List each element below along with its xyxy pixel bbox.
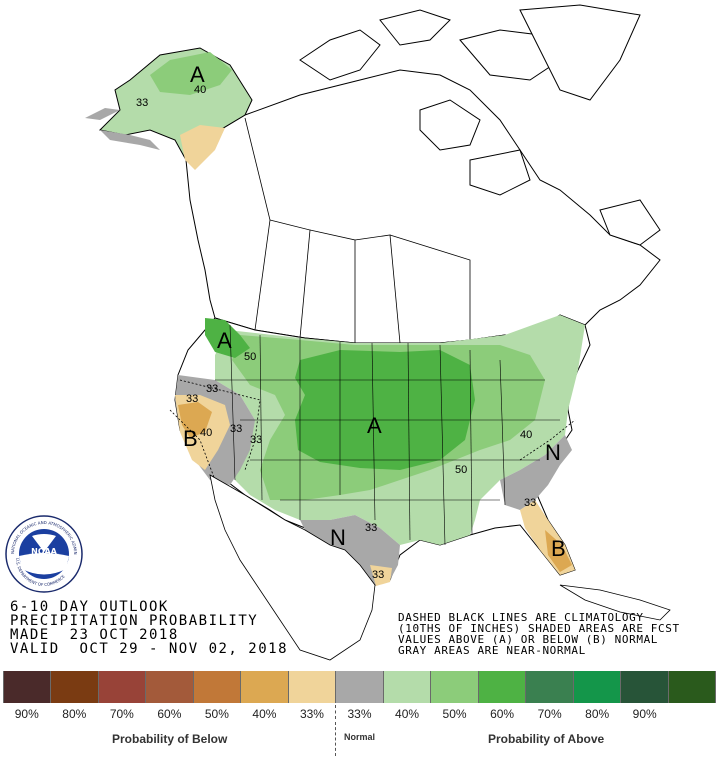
province-lines [244,117,471,344]
label-alaska-above: A [190,62,205,87]
label-fl-below: B [551,536,566,561]
outlook-subtitle: PRECIPITATION PROBABILITY [10,613,259,629]
legend-swatch [51,671,99,703]
label-gb-33b: 33 [250,434,262,446]
legend-swatch [336,671,384,703]
label-nw-50: 50 [244,351,256,363]
legend-label: 50% [442,707,467,721]
legend-swatch [241,671,289,703]
normal-divider [335,705,336,719]
outlook-made-date: MADE 23 OCT 2018 [10,627,179,643]
legend-label: 60% [157,707,182,721]
legend-swatch [526,671,574,703]
label-alaska-40: 40 [194,84,206,96]
legend-label: 33% [299,707,324,721]
legend-swatch [193,671,242,703]
legend-label: 80% [62,707,87,721]
legend-swatch [621,671,669,703]
legend-swatch [3,671,52,703]
note-above-below: VALUES ABOVE (A) OR BELOW (B) NORMAL [398,633,659,646]
note-climatology: DASHED BLACK LINES ARE CLIMATOLOGY [398,611,644,624]
below-caption: Probability of Below [112,732,228,746]
label-tx-33a: 33 [365,522,377,534]
legend-swatch [98,671,147,703]
label-east-40: 40 [520,429,532,441]
label-ca-below: B [183,426,198,451]
legend-label: 33% [347,707,372,721]
outlook-title: 6-10 DAY OUTLOOK [10,599,169,615]
above-caption: Probability of Above [488,732,605,746]
normal-divider-lower [335,722,336,756]
label-se-33: 33 [524,497,536,509]
legend-label: 40% [395,707,420,721]
label-tx-normal: N [330,525,346,550]
label-ca-40: 40 [200,427,212,439]
label-central-50: 50 [455,464,467,476]
legend-swatch [478,671,527,703]
legend-swatch [668,671,717,703]
label-ca-33: 33 [186,393,198,405]
note-gray-areas: GRAY AREAS ARE NEAR-NORMAL [398,644,586,657]
label-nv-33: 33 [206,383,218,395]
label-alaska-33: 33 [136,97,148,109]
label-nw-above: A [217,328,232,353]
legend-swatch [431,671,479,703]
outlook-valid-dates: VALID OCT 29 - NOV 02, 2018 [10,641,289,657]
legend-label: 70% [537,707,562,721]
legend-color-bar [3,671,717,703]
mexico-outline [209,474,671,661]
label-se-normal: N [545,440,561,465]
climatology-lines [169,379,576,481]
alaska [85,47,253,170]
precipitation-outlook-map: A 40 33 A 50 33 33 B 40 33 33 A 50 40 N … [85,4,671,661]
legend-label: 70% [109,707,134,721]
state-lines [215,324,560,546]
legend-label: 90% [632,707,657,721]
noaa-logo: NATIONAL OCEANIC AND ATMOSPHERIC ADMINIS… [4,514,83,593]
legend-label: 60% [490,707,515,721]
label-central-above: A [367,413,382,438]
note-shaded-areas: (10THS OF INCHES) SHADED AREAS ARE FCST [398,622,680,635]
legend-swatch [573,671,622,703]
canada-outline [185,4,661,344]
legend-swatch [146,671,194,703]
legend-swatch [288,671,337,703]
conus [174,314,591,586]
legend-label: 90% [14,707,39,721]
legend-label: 50% [204,707,229,721]
legend-swatch [383,671,432,703]
legend-label: 40% [252,707,277,721]
label-tx-33b: 33 [372,569,384,581]
label-gb-33a: 33 [230,423,242,435]
normal-caption: Normal [344,732,376,742]
logo-center-text: NOAA [31,547,57,556]
legend-label: 80% [585,707,610,721]
